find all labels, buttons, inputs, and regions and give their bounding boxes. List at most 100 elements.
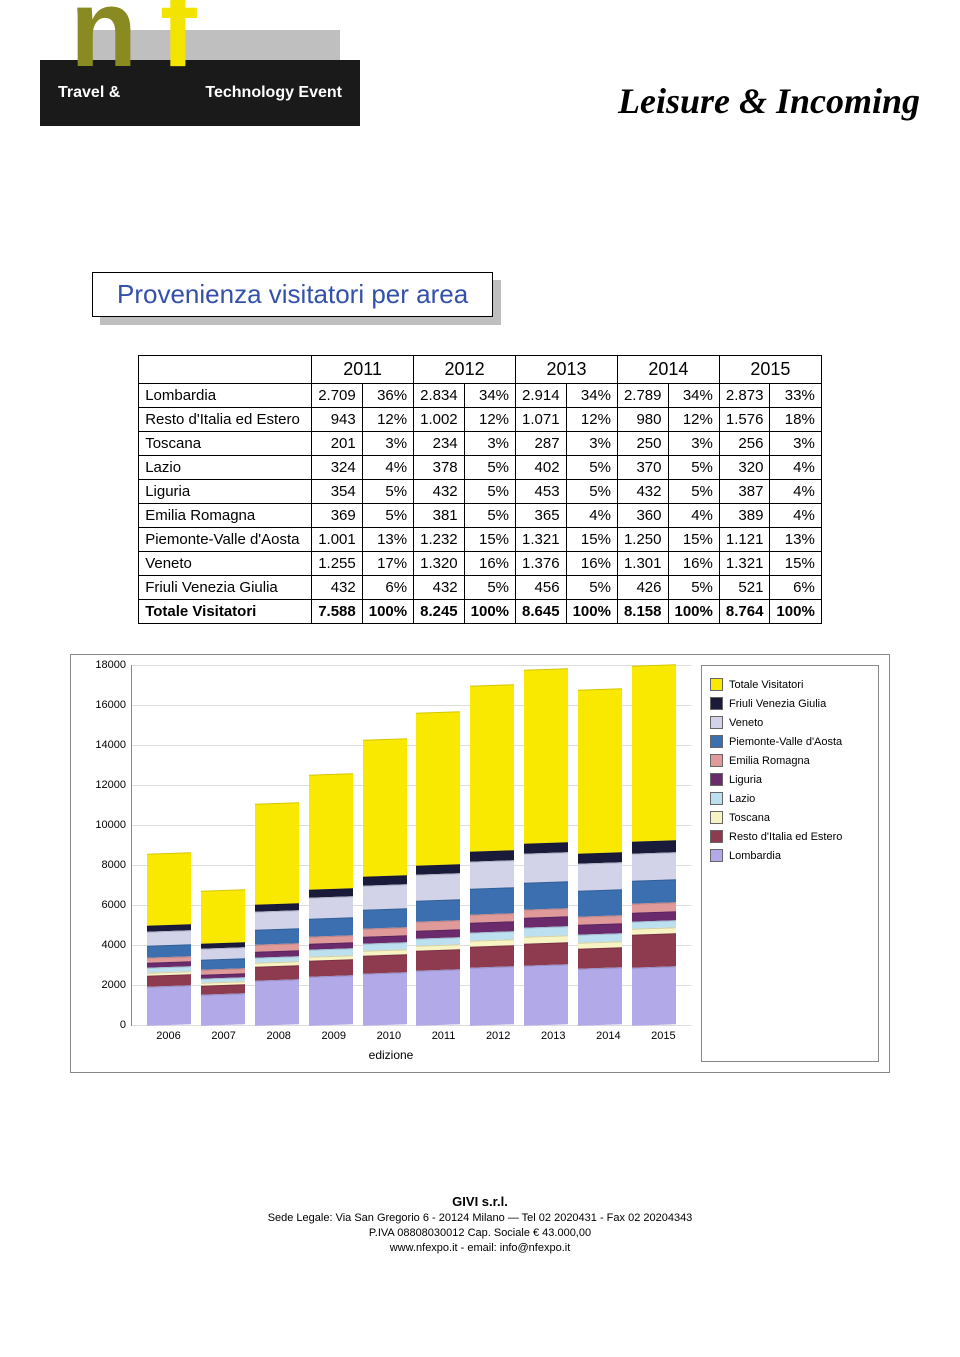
chart-xtick: 2015 [651,1030,675,1042]
chart-segment [255,910,299,930]
table-row: Friuli Venezia Giulia4326%4325%4565%4265… [139,576,822,600]
table-cell: 5% [362,504,413,528]
table-cell: 6% [770,576,821,600]
legend-item: Piemonte-Valle d'Aosta [710,735,870,748]
table-cell: 13% [362,528,413,552]
chart-segment [363,972,407,1026]
table-cell: 2.873 [719,384,770,408]
table-row: Piemonte-Valle d'Aosta1.00113%1.23215%1.… [139,528,822,552]
table-cell: 256 [719,432,770,456]
chart-segment [363,954,407,974]
legend-label: Totale Visitatori [729,679,803,691]
table-cell: 2.834 [414,384,465,408]
table-cell: 432 [414,576,465,600]
chart-segment [147,985,191,1026]
chart-ytick: 6000 [84,899,126,911]
table-cell: 12% [668,408,719,432]
table-row: Lombardia2.70936%2.83434%2.91434%2.78934… [139,384,822,408]
legend-label: Emilia Romagna [729,755,810,767]
table-cell: 6% [362,576,413,600]
table-cell: 234 [414,432,465,456]
table-row-label: Piemonte-Valle d'Aosta [139,528,312,552]
table-cell: 1.002 [414,408,465,432]
chart-ytick: 12000 [84,779,126,791]
legend-item: Resto d'Italia ed Estero [710,830,870,843]
table-cell: 4% [566,504,617,528]
chart-xtick: 2009 [322,1030,346,1042]
table-cell: 100% [566,600,617,624]
legend-swatch [710,849,723,862]
legend-item: Totale Visitatori [710,678,870,691]
table-cell: 100% [362,600,413,624]
table-year-header: 2012 [414,356,516,384]
chart-segment [416,873,460,901]
table-cell: 4% [362,456,413,480]
table-cell: 5% [566,480,617,504]
table-cell: 1.576 [719,408,770,432]
table-cell: 5% [668,456,719,480]
footer-company: GIVI s.r.l. [452,1194,508,1209]
chart-xtick: 2007 [211,1030,235,1042]
table-cell: 5% [464,504,515,528]
table-cell: 201 [312,432,363,456]
chart-ytick: 4000 [84,939,126,951]
table-cell: 1.232 [414,528,465,552]
table-cell: 1.301 [617,552,668,576]
chart-bar [470,685,514,1026]
legend-swatch [710,697,723,710]
chart-xtick: 2006 [156,1030,180,1042]
legend-swatch [710,830,723,843]
table-row-label: Lazio [139,456,312,480]
logo: n f Travel & Technology Event [40,30,360,200]
table-cell: 12% [464,408,515,432]
legend-swatch [710,716,723,729]
chart-segment [578,862,622,891]
table-cell: 3% [362,432,413,456]
chart-xtick: 2012 [486,1030,510,1042]
table-cell: 389 [719,504,770,528]
chart-xtick: 2008 [266,1030,290,1042]
table-cell: 387 [719,480,770,504]
chart-segment [524,853,568,883]
table-row-label: Toscana [139,432,312,456]
chart-ytick: 0 [84,1019,126,1031]
legend-item: Liguria [710,773,870,786]
table-cell: 1.321 [719,552,770,576]
table-row: Veneto1.25517%1.32016%1.37616%1.30116%1.… [139,552,822,576]
table-cell: 4% [770,480,821,504]
chart-ytick: 14000 [84,739,126,751]
table-cell: 34% [668,384,719,408]
chart-segment [524,881,568,910]
chart-ytick: 10000 [84,819,126,831]
chart-bar [255,802,299,1026]
table-cell: 354 [312,480,363,504]
chart-ytick: 8000 [84,859,126,871]
table-cell: 8.245 [414,600,465,624]
stacked-bar-chart: 0200040006000800010000120001400016000180… [70,654,890,1073]
logo-letter-f: f [160,0,197,67]
chart-bar [578,688,622,1026]
table-cell: 381 [414,504,465,528]
logo-right-text: Technology Event [205,84,342,102]
chart-segment [309,773,353,890]
chart-segment [632,840,676,853]
table-cell: 2.914 [516,384,567,408]
table-cell: 369 [312,504,363,528]
table-year-header: 2011 [312,356,414,384]
chart-segment [578,967,622,1025]
table-row: Liguria3545%4325%4535%4325%3874% [139,480,822,504]
table-cell: 4% [770,456,821,480]
table-cell: 980 [617,408,668,432]
table-cell: 1.376 [516,552,567,576]
legend-label: Toscana [729,812,770,824]
table-cell: 5% [668,480,719,504]
footer-line2: P.IVA 08808030012 Cap. Sociale € 43.000,… [369,1227,591,1239]
table-cell: 2.709 [312,384,363,408]
section-title: Provenienza visitatori per area [92,272,493,317]
chart-segment [578,688,622,854]
chart-segment [416,899,460,922]
chart-segment [524,965,568,1026]
chart-xtick: 2013 [541,1030,565,1042]
chart-segment [309,975,353,1026]
chart-bar [363,738,407,1025]
